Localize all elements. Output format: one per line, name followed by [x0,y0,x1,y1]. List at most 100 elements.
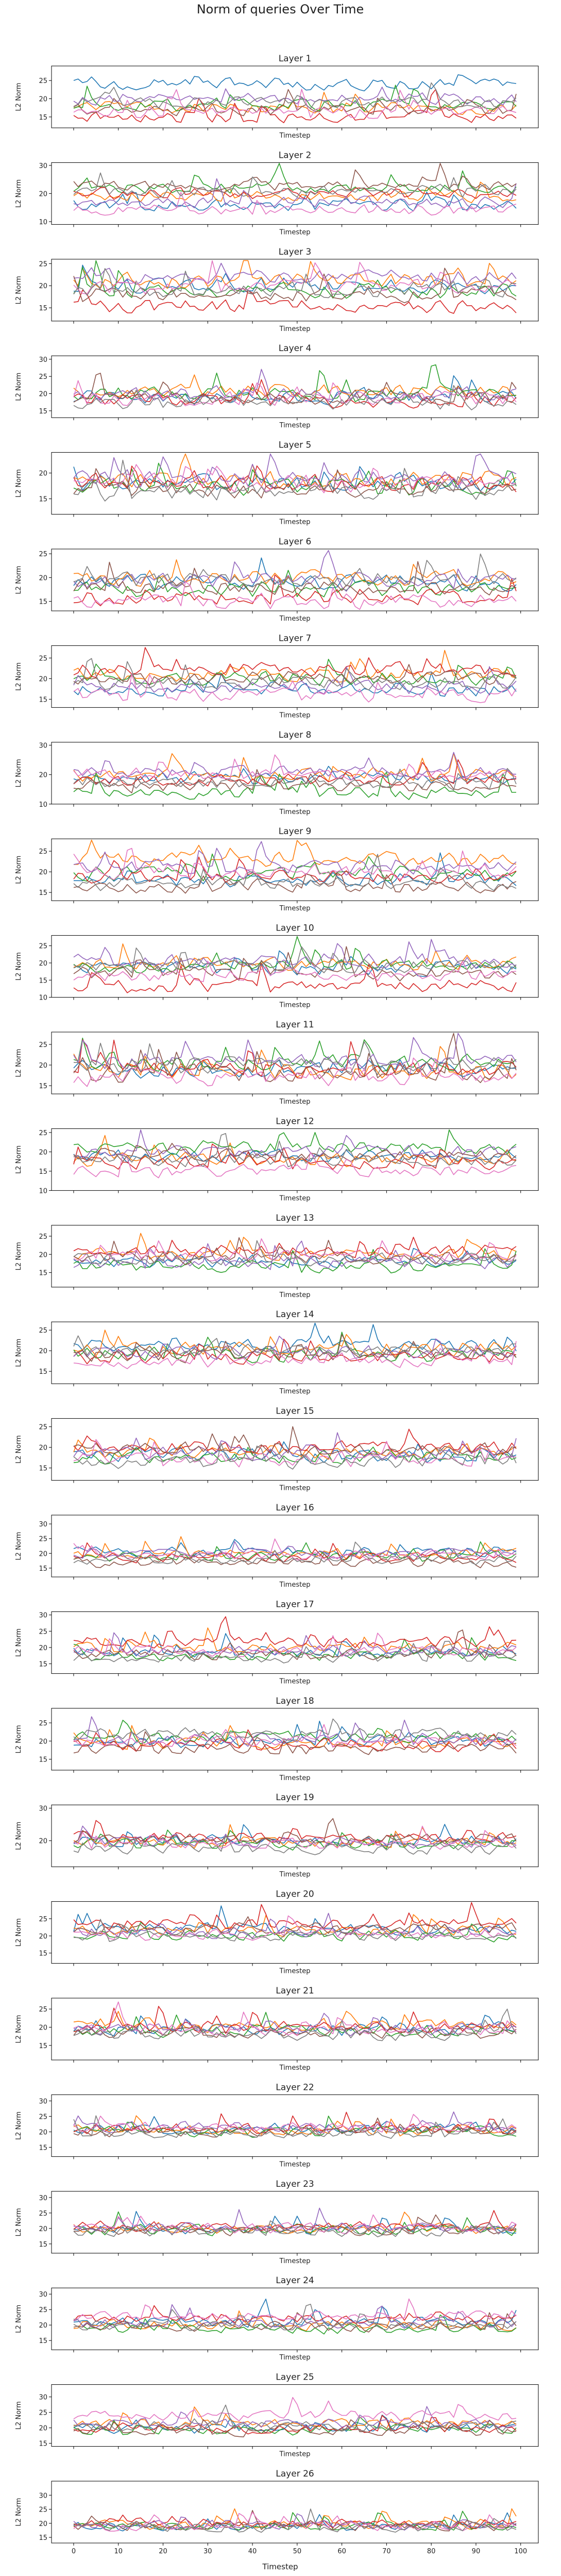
series-lines [73,1129,517,1178]
y-axis-label: L2 Norm [15,2112,23,2140]
y-tick-label: 25 [39,1233,47,1241]
x-tick-label: 30 [203,2548,212,2555]
series-line-8 [73,854,517,891]
y-tick-label: 15 [39,2241,47,2249]
y-axis-label: L2 Norm [15,1822,23,1850]
x-tick-label: 50 [293,2548,302,2555]
x-tick-label: 60 [337,2548,346,2555]
series-line-4 [73,1338,517,1365]
series-lines [73,1536,517,1569]
x-tick-label: 40 [248,2548,257,2555]
series-line-5 [73,1432,517,1461]
y-axis-label: L2 Norm [15,1145,23,1174]
series-line-5 [73,1129,517,1159]
y-tick-label: 20 [39,1348,47,1355]
y-tick-label: 20 [39,96,47,104]
series-line-7 [73,2001,517,2037]
series-line-1 [73,191,517,212]
y-tick-label: 30 [39,1612,47,1620]
x-axis-label: Timestep [279,2064,311,2072]
subplot-layer-11: Layer 11 15 20 25 Timestep L2 Norm [15,1020,539,1106]
y-tick-label: 15 [39,1465,47,1473]
subplot-layer-13: Layer 13 15 20 25 Timestep L2 Norm [15,1213,539,1299]
y-tick-label: 10 [39,219,47,226]
series-line-3 [73,772,517,800]
series-line-3 [73,260,517,299]
x-tick-label: 80 [427,2548,436,2555]
y-tick-label: 10 [39,994,47,1002]
y-tick-label: 20 [39,1062,47,1070]
y-tick-label: 30 [39,356,47,364]
subplot-layer-1: Layer 1 15 20 25 Timestep L2 Norm [15,54,539,140]
series-lines [73,260,517,314]
subplot-title: Layer 8 [279,730,312,740]
series-line-5 [73,453,517,489]
subplot-layer-12: Layer 12 10 15 20 25 Timestep L2 Norm [15,1116,539,1202]
series-line-6 [73,2214,517,2236]
y-tick-label: 15 [39,2534,47,2542]
y-tick-label: 15 [39,496,47,504]
series-line-2 [73,2406,517,2430]
series-line-7 [73,1538,517,1561]
x-axis-label: Timestep [279,1194,311,1202]
series-line-1 [73,2211,517,2235]
series-line-6 [73,561,517,595]
y-tick-label: 25 [39,1720,47,1727]
subplot-layer-7: Layer 7 15 20 25 Timestep L2 Norm [15,633,539,719]
series-line-8 [73,1041,517,1075]
y-tick-label: 25 [39,77,47,85]
y-tick-label: 30 [39,1805,47,1813]
y-tick-label: 20 [39,2425,47,2433]
series-line-3 [73,1637,517,1661]
subplot-title: Layer 16 [276,1503,314,1513]
axes-frame [51,2481,539,2544]
series-line-4 [73,1542,517,1564]
series-line-8 [73,2008,517,2041]
series-line-2 [73,2010,517,2033]
series-line-4 [73,1729,517,1752]
x-axis-label: Timestep [279,1677,311,1685]
series-line-1 [73,1059,517,1079]
series-line-2 [73,260,517,289]
subplot-title: Layer 26 [276,2469,314,2479]
axes-frame [51,1032,539,1094]
x-axis-label: Timestep [279,1002,311,1009]
series-line-3 [73,1720,517,1744]
x-tick-label: 100 [514,2548,527,2555]
x-axis-label: Timestep [279,1774,311,1782]
axes-frame [51,935,539,998]
axes-frame [51,1225,539,1288]
series-lines [73,550,517,610]
axes-frame [51,2191,539,2254]
y-tick-label: 15 [39,696,47,704]
x-tick-label: 70 [382,2548,391,2555]
y-tick-label: 25 [39,1424,47,1432]
subplot-layer-18: Layer 18 15 20 25 Timestep L2 Norm [15,1696,539,1782]
series-lines [73,2001,517,2041]
x-axis-label: Timestep [279,808,311,816]
y-tick-label: 30 [39,742,47,750]
y-tick-label: 20 [39,1933,47,1940]
series-line-5 [73,2111,517,2133]
y-tick-label: 30 [39,2195,47,2202]
y-tick-label: 20 [39,2322,47,2330]
x-axis-label: Timestep [279,132,311,140]
series-line-2 [73,1233,517,1261]
series-line-6 [73,1426,517,1456]
series-line-7 [73,89,517,119]
series-line-4 [73,289,517,314]
series-line-6 [73,468,517,498]
subplot-layer-5: Layer 5 15 20 Timestep L2 Norm [15,440,539,526]
axes-frame [51,1708,539,1771]
subplot-layer-16: Layer 16 15 20 25 30 Timestep L2 Norm [15,1503,539,1589]
axes-frame [51,1901,539,1964]
y-tick-label: 15 [39,114,47,122]
subplot-title: Layer 20 [276,1889,314,1900]
axes-frame [51,259,539,322]
series-line-4 [73,856,517,884]
subplot-title: Layer 1 [279,54,312,64]
subplot-layer-25: Layer 25 15 20 25 30 Timestep L2 Norm [15,2372,539,2458]
series-line-8 [73,2115,517,2139]
series-line-3 [73,1541,517,1562]
y-tick-label: 15 [39,408,47,416]
